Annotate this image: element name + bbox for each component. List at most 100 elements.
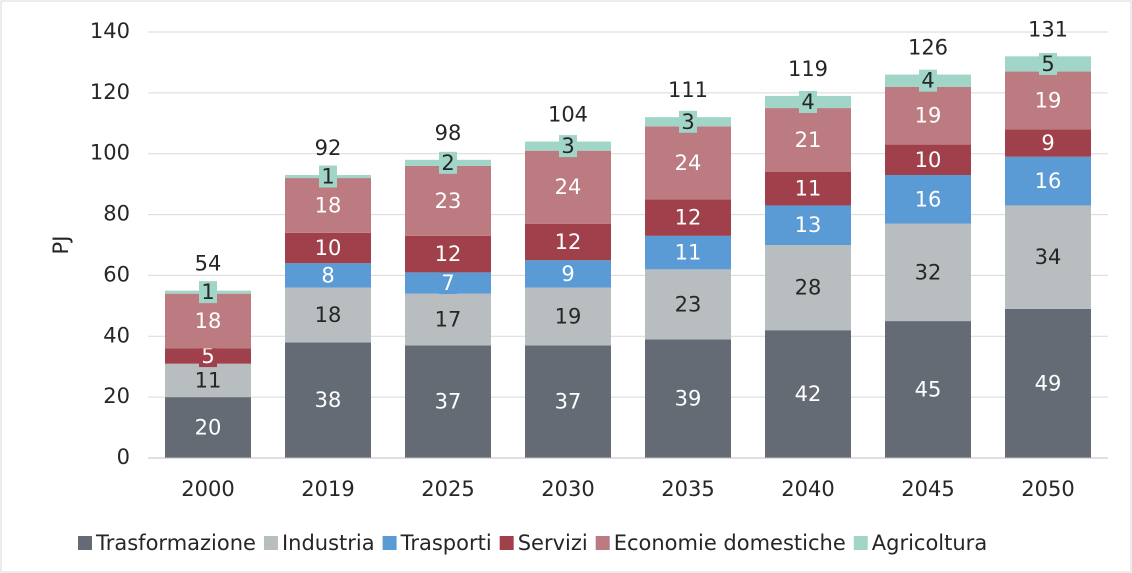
data-label: 10 (315, 236, 342, 260)
data-label: 20 (195, 416, 222, 440)
x-tick-label: 2040 (781, 477, 834, 501)
bar-segment (405, 345, 491, 458)
data-label: 12 (435, 242, 462, 266)
legend-label: Servizi (518, 531, 588, 555)
legend-label: Agricoltura (872, 531, 987, 555)
bar-segment (405, 235, 491, 273)
bar-segment (765, 108, 851, 172)
data-label: 4 (921, 69, 934, 93)
data-label: 11 (675, 241, 702, 265)
legend-swatch (263, 536, 278, 550)
bar-segment (1005, 71, 1091, 130)
x-tick-label: 2035 (661, 477, 714, 501)
data-label: 49 (1035, 371, 1062, 395)
data-label: 37 (435, 390, 462, 414)
legend-swatch (499, 536, 514, 550)
data-label: 16 (1035, 169, 1062, 193)
bar-segment (165, 397, 251, 458)
bar-segment (645, 199, 731, 236)
data-label: 23 (675, 292, 702, 316)
total-label: 92 (315, 136, 342, 160)
total-label: 54 (195, 252, 222, 276)
x-tick-label: 2019 (301, 477, 354, 501)
legend-swatch (853, 536, 868, 550)
y-tick-label: 20 (103, 384, 130, 408)
data-label: 9 (561, 262, 574, 286)
data-label: 24 (675, 151, 702, 175)
bar-segment (285, 287, 371, 343)
bar-segment (885, 321, 971, 458)
bar-segment (285, 342, 371, 458)
bar-segment (765, 245, 851, 331)
data-label: 18 (315, 303, 342, 327)
data-label: 11 (795, 177, 822, 201)
data-label: 42 (795, 382, 822, 406)
data-label: 19 (555, 305, 582, 329)
bar-segment (525, 287, 611, 346)
label-box (1039, 52, 1057, 75)
x-tick-label: 2025 (421, 477, 474, 501)
total-label: 111 (668, 78, 708, 102)
data-label: 24 (555, 175, 582, 199)
y-tick-label: 100 (90, 141, 130, 165)
bar-segment (885, 144, 971, 176)
bar-segment (525, 223, 611, 261)
bar-segment (885, 86, 971, 145)
data-label: 3 (561, 134, 574, 158)
bar-segment (1005, 129, 1091, 157)
bar-segment (405, 165, 491, 236)
data-label: 2 (441, 151, 454, 175)
bar-segment (1005, 205, 1091, 309)
y-tick-label: 0 (117, 445, 130, 469)
legend-swatch (382, 536, 397, 550)
label-box (199, 281, 217, 304)
bar-segment (645, 269, 731, 340)
bar-segment (1005, 308, 1091, 458)
bar-segment (645, 235, 731, 270)
y-tick-label: 60 (103, 262, 130, 286)
total-label: 126 (908, 36, 948, 60)
data-label: 8 (321, 263, 334, 287)
legend-label: Industria (282, 531, 375, 555)
label-box (439, 151, 457, 174)
bar-segment (525, 150, 611, 224)
label-box (799, 90, 817, 113)
data-label: 28 (795, 276, 822, 300)
data-label: 5 (201, 344, 214, 368)
data-label: 45 (915, 378, 942, 402)
bar-segment (765, 205, 851, 245)
data-label: 11 (195, 368, 222, 392)
y-tick-label: 140 (90, 19, 130, 43)
data-label: 7 (441, 271, 454, 295)
data-label: 3 (681, 110, 694, 134)
bar-segment (525, 260, 611, 288)
data-label: 18 (315, 193, 342, 217)
x-tick-label: 2045 (901, 477, 954, 501)
bar-segment (885, 175, 971, 224)
data-label: 23 (435, 189, 462, 213)
data-label: 9 (1041, 131, 1054, 155)
bar-segment (165, 363, 251, 398)
total-label: 104 (548, 103, 588, 127)
data-label: 12 (675, 206, 702, 230)
total-label: 131 (1028, 17, 1068, 41)
bar-segment (645, 339, 731, 458)
legend-swatch (595, 536, 610, 550)
data-label: 34 (1035, 245, 1062, 269)
data-label: 19 (1035, 88, 1062, 112)
bar-segment (885, 223, 971, 322)
y-tick-label: 80 (103, 202, 130, 226)
label-box (679, 110, 697, 133)
label-box (919, 69, 937, 92)
bar-segment (285, 232, 371, 264)
legend-label: Trasformazione (95, 531, 256, 555)
data-label: 18 (195, 309, 222, 333)
label-box (319, 165, 337, 188)
x-tick-label: 2000 (181, 477, 234, 501)
y-tick-label: 40 (103, 323, 130, 347)
data-label: 12 (555, 230, 582, 254)
legend-label: Economie domestiche (614, 531, 846, 555)
legend-swatch (78, 536, 92, 550)
data-label: 1 (321, 165, 334, 189)
